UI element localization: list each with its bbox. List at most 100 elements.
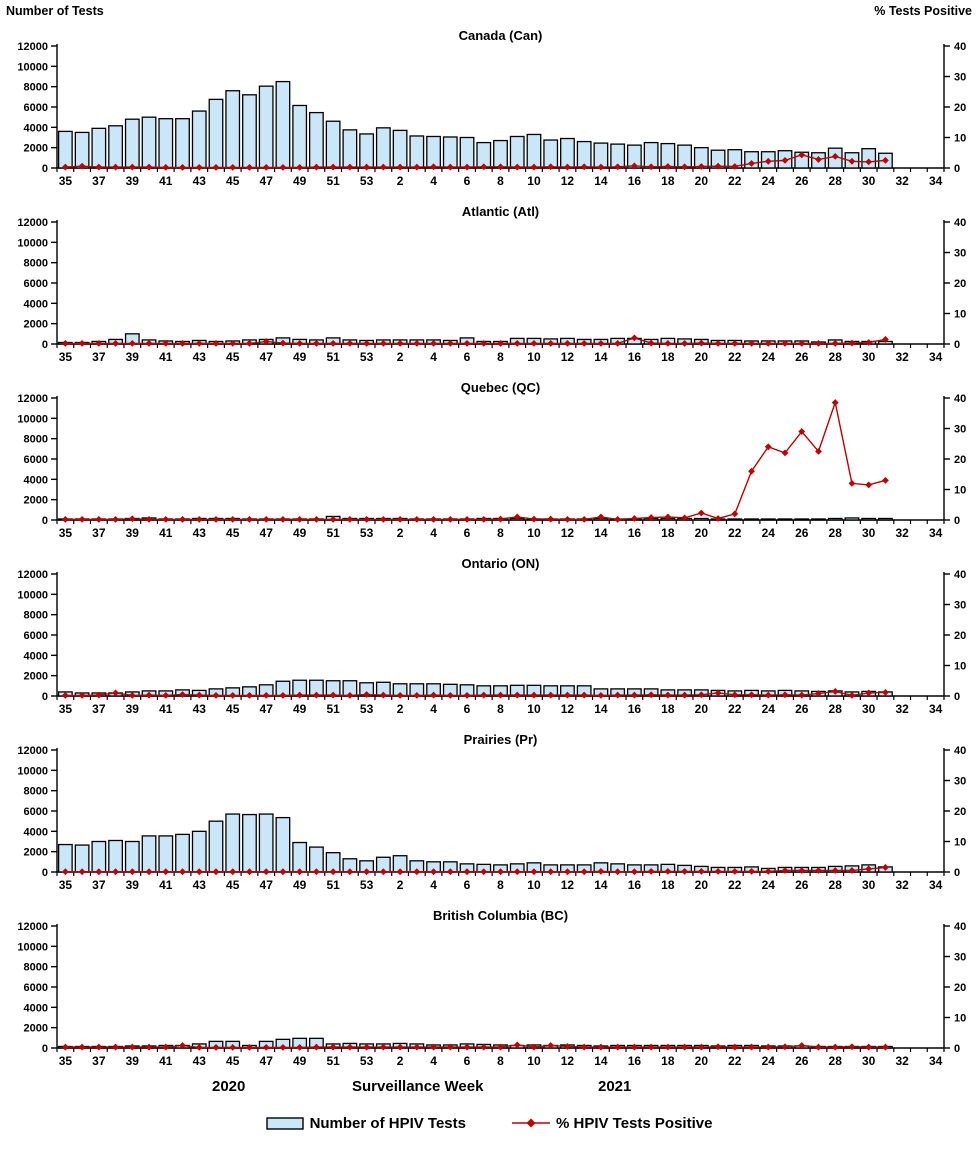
pct-positive-marker bbox=[882, 156, 889, 164]
tests-bar bbox=[744, 518, 759, 521]
pct-positive-marker bbox=[78, 868, 86, 876]
pct-positive-marker bbox=[781, 449, 789, 457]
pct-positive-marker bbox=[262, 338, 270, 345]
x-axis-tick: 34 bbox=[929, 526, 943, 540]
pct-positive-marker bbox=[413, 691, 421, 699]
x-axis-tick: 35 bbox=[59, 526, 73, 540]
pct-positive-marker bbox=[379, 868, 387, 876]
pct-positive-marker bbox=[95, 515, 103, 523]
legend-item-tests: Number of HPIV Tests bbox=[264, 1115, 466, 1132]
pct-positive-marker bbox=[296, 515, 304, 523]
x-axis-label-row: 2020 Surveillance Week 2021 bbox=[0, 1076, 976, 1106]
pct-positive-marker bbox=[78, 162, 86, 170]
right-axis-tick: 0 bbox=[954, 515, 960, 527]
pct-positive-marker bbox=[346, 163, 354, 171]
pct-positive-marker bbox=[246, 691, 253, 699]
tests-bar bbox=[375, 127, 391, 169]
x-axis-tick: 34 bbox=[929, 350, 943, 364]
pct-positive-marker bbox=[530, 163, 538, 171]
tests-bar bbox=[141, 116, 157, 169]
tests-bar bbox=[57, 130, 73, 169]
right-axis-tick: 10 bbox=[954, 309, 966, 321]
axis-title-row: Number of Tests % Tests Positive bbox=[0, 0, 976, 20]
pct-positive-marker bbox=[379, 515, 387, 523]
x-axis-tick: 26 bbox=[795, 702, 809, 716]
x-axis-tick: 12 bbox=[561, 878, 575, 892]
pct-positive-marker bbox=[597, 163, 605, 171]
pct-positive-marker bbox=[78, 1043, 86, 1051]
tests-bar bbox=[325, 120, 341, 169]
left-axis-tick: 2000 bbox=[24, 671, 48, 683]
pct-positive-marker bbox=[279, 339, 287, 347]
pct-positive-marker bbox=[95, 163, 103, 171]
year-2021-label: 2021 bbox=[598, 1078, 632, 1095]
x-axis-tick: 51 bbox=[326, 526, 340, 540]
x-axis-tick: 10 bbox=[527, 350, 541, 364]
pct-positive-marker bbox=[547, 868, 555, 876]
x-axis-tick: 4 bbox=[430, 174, 437, 188]
pct-positive-marker bbox=[229, 691, 237, 699]
x-axis-tick: 8 bbox=[497, 174, 504, 188]
tests-bar bbox=[108, 839, 123, 873]
left-axis-tick: 8000 bbox=[24, 434, 48, 446]
pct-positive-marker bbox=[697, 163, 705, 170]
x-axis-tick: 45 bbox=[226, 174, 240, 188]
x-axis-tick: 51 bbox=[326, 702, 340, 716]
tests-bar bbox=[91, 840, 107, 873]
pct-positive-marker bbox=[413, 868, 421, 876]
x-axis-tick: 26 bbox=[795, 174, 809, 188]
x-axis-tick: 35 bbox=[59, 1054, 73, 1068]
pct-positive-marker bbox=[313, 515, 320, 523]
pct-positive-marker bbox=[630, 334, 638, 342]
pct-positive-marker bbox=[580, 339, 588, 347]
tests-bar bbox=[124, 118, 140, 169]
pct-positive-marker bbox=[379, 163, 387, 171]
right-axis-tick: 0 bbox=[954, 163, 960, 175]
tests-bar bbox=[693, 517, 709, 521]
pct-positive-marker bbox=[463, 515, 471, 523]
pct-positive-marker bbox=[513, 513, 521, 521]
pct-positive-marker bbox=[798, 428, 806, 435]
right-axis-tick: 10 bbox=[954, 133, 966, 145]
x-axis-tick: 28 bbox=[829, 702, 843, 716]
right-axis-tick: 20 bbox=[954, 102, 966, 114]
left-axis-tick: 2000 bbox=[24, 143, 48, 155]
x-axis-tick: 12 bbox=[561, 1054, 575, 1068]
pct-positive-marker bbox=[497, 515, 504, 523]
pct-positive-marker bbox=[162, 163, 170, 171]
tests-bar bbox=[175, 833, 190, 873]
x-axis-tick: 22 bbox=[728, 702, 742, 716]
x-axis-tick: 49 bbox=[293, 702, 307, 716]
x-axis-tick: 39 bbox=[126, 526, 140, 540]
pct-positive-marker bbox=[480, 691, 488, 699]
x-axis-tick: 45 bbox=[226, 526, 240, 540]
pct-positive-marker bbox=[664, 163, 672, 170]
x-axis-tick: 16 bbox=[628, 878, 642, 892]
pct-positive-marker bbox=[681, 1043, 688, 1051]
x-axis-tick: 24 bbox=[762, 350, 776, 364]
x-axis-tick: 43 bbox=[193, 526, 207, 540]
pct-positive-marker bbox=[212, 339, 220, 347]
pct-positive-line bbox=[65, 399, 886, 521]
pct-positive-marker bbox=[764, 443, 772, 451]
x-axis-tick: 35 bbox=[59, 350, 73, 364]
pct-positive-marker bbox=[764, 1043, 772, 1051]
right-axis-tick: 40 bbox=[954, 217, 966, 229]
pct-positive-marker bbox=[296, 339, 304, 347]
x-axis-tick: 43 bbox=[193, 702, 207, 716]
left-axis-tick: 10000 bbox=[17, 413, 48, 425]
left-axis-tick: 8000 bbox=[24, 610, 48, 622]
x-axis-tick: 51 bbox=[326, 1054, 340, 1068]
pct-positive-marker bbox=[731, 691, 739, 699]
pct-positive-marker bbox=[396, 868, 404, 876]
pct-positive-marker bbox=[128, 868, 136, 876]
x-axis-tick: 10 bbox=[527, 1054, 541, 1068]
tests-bar bbox=[509, 135, 525, 169]
x-axis-tick: 47 bbox=[260, 174, 274, 188]
x-axis-tick: 49 bbox=[293, 174, 307, 188]
pct-positive-marker bbox=[564, 1043, 571, 1050]
pct-positive-marker bbox=[413, 339, 421, 347]
pct-positive-marker bbox=[697, 1043, 705, 1051]
pct-positive-marker bbox=[112, 689, 119, 697]
pct-positive-marker bbox=[313, 339, 320, 347]
